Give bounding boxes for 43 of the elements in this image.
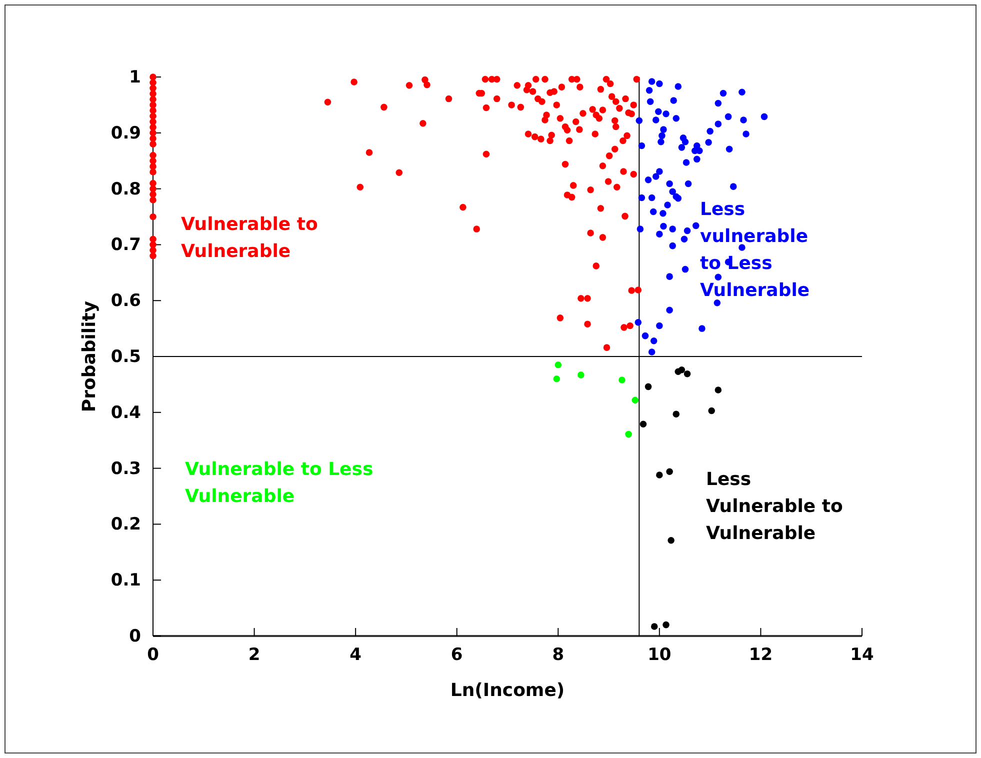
point <box>672 410 680 418</box>
y-tick-label: 0.3 <box>110 458 141 479</box>
point <box>618 376 626 384</box>
point <box>662 621 670 628</box>
y-tick-label: 0.2 <box>110 514 141 535</box>
x-tick-label: 2 <box>248 645 260 666</box>
point <box>656 472 663 478</box>
point <box>666 468 673 476</box>
point <box>714 386 722 394</box>
point <box>650 623 658 630</box>
y-tick-label: 0.6 <box>110 291 141 312</box>
y-tick-label: 0.1 <box>110 570 141 591</box>
point <box>553 375 560 382</box>
x-tick-label: 14 <box>850 645 874 666</box>
x-tick-label: 8 <box>552 645 564 666</box>
point <box>678 366 686 374</box>
x-axis-title: Ln(Income) <box>450 680 565 701</box>
annotation: Less vulnerable to Less Vulnerable <box>700 199 810 301</box>
point <box>684 370 691 378</box>
y-tick-label: 0.4 <box>110 402 142 423</box>
x-tick-label: 12 <box>748 645 773 666</box>
point <box>578 372 584 378</box>
y-tick-label: 0.9 <box>110 123 141 144</box>
x-tick-label: 10 <box>648 645 672 666</box>
point <box>625 430 632 438</box>
x-tick-label: 4 <box>350 645 362 666</box>
y-tick-label: 0.5 <box>110 346 141 367</box>
point <box>668 537 674 544</box>
point <box>644 383 652 390</box>
annotation: Vulnerable to Vulnerable <box>181 214 318 262</box>
point <box>640 420 647 428</box>
annotation: Vulnerable to Less Vulnerable <box>185 459 374 507</box>
y-tick-label: 0.8 <box>110 179 141 200</box>
y-tick-label: 1 <box>129 67 141 88</box>
annotation: Less Vulnerable to Vulnerable <box>706 469 843 544</box>
y-tick-label: 0 <box>129 626 142 646</box>
y-tick-label: 0.7 <box>110 235 141 256</box>
point <box>632 396 639 404</box>
point <box>554 362 562 368</box>
x-tick-label: 0 <box>147 645 160 666</box>
x-tick-label: 6 <box>450 645 463 666</box>
point <box>708 407 715 414</box>
y-axis-title: Probability <box>79 300 100 412</box>
